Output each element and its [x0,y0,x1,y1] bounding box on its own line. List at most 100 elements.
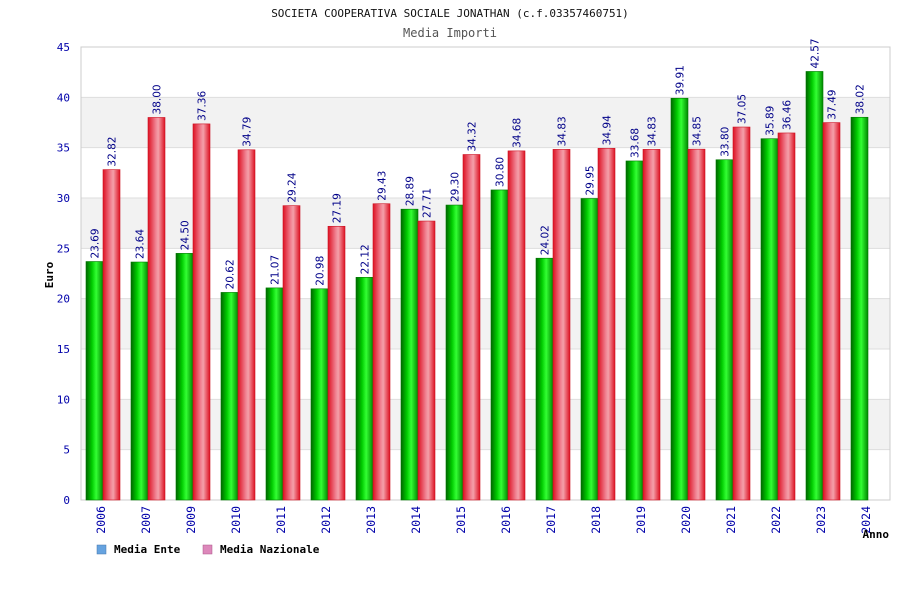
legend-label-media-ente: Media Ente [114,543,181,556]
y-tick-label: 0 [63,494,70,507]
data-label: 34.94 [602,115,614,145]
x-tick-label: 2009 [184,506,198,534]
plot-frame [80,46,891,501]
x-tick-label: 2006 [94,506,108,534]
data-label: 22.12 [360,244,372,274]
data-label: 38.00 [152,84,164,114]
data-label: 34.85 [692,116,704,146]
bar-media-ente [625,160,644,501]
bar-media-nazionale [462,154,481,501]
bar-media-nazionale [102,169,121,501]
data-label: 23.64 [135,229,147,259]
data-label: 34.79 [242,117,254,147]
bar-media-nazionale [372,203,391,501]
y-axis: 0 5 10 15 20 25 30 35 40 45 [57,41,70,507]
legend-swatch-media-ente [96,544,107,555]
y-tick-label: 35 [57,142,70,155]
bar-media-ente [130,261,149,501]
x-tick-label: 2019 [634,506,648,534]
bar-media-nazionale [777,132,796,501]
y-tick-label: 45 [57,41,70,54]
x-tick-label: 2023 [814,506,828,534]
y-tick-label: 20 [57,293,70,306]
plot-band [81,399,890,450]
data-label: 20.62 [225,259,237,289]
y-tick-label: 15 [57,343,70,356]
data-label: 27.19 [332,193,344,223]
x-tick-label: 2007 [139,506,153,534]
bar-media-nazionale [192,123,211,501]
bar-media-ente [805,71,824,501]
bar-media-ente [445,204,464,501]
data-label: 32.82 [107,137,119,167]
x-tick-label: 2010 [229,506,243,534]
x-tick-label: 2021 [724,506,738,534]
data-label: 27.71 [422,188,434,218]
plot-band [81,349,890,400]
plot-band [81,47,890,98]
data-label: 36.46 [782,100,794,130]
plot-band [81,298,890,349]
data-label: 28.89 [405,176,417,206]
data-label: 33.68 [630,128,642,158]
data-label: 29.24 [287,172,299,202]
bar-media-nazionale [597,147,616,501]
data-label: 35.89 [765,106,777,136]
x-tick-label: 2024 [859,506,873,534]
y-tick-label: 10 [57,393,70,406]
legend: Media Ente Media Nazionale [96,543,320,556]
data-label: 24.50 [180,220,192,250]
chart-title: SOCIETA COOPERATIVA SOCIALE JONATHAN (c.… [271,7,629,20]
x-tick-label: 2011 [274,506,288,534]
x-tick-label: 2015 [454,506,468,534]
data-label: 33.80 [720,127,732,157]
bar-media-nazionale [687,148,706,501]
bar-media-ente [310,288,329,501]
plot-band [81,147,890,198]
data-label: 38.02 [855,84,867,114]
bars [85,71,869,501]
x-tick-label: 2020 [679,506,693,534]
data-label: 23.69 [90,228,102,258]
bar-media-nazionale [642,149,661,501]
x-tick-label: 2012 [319,506,333,534]
bar-media-ente [490,189,509,501]
data-label: 42.57 [810,38,822,68]
x-tick-label: 2013 [364,506,378,534]
data-label: 37.49 [827,90,839,120]
y-tick-label: 5 [63,444,70,457]
bar-media-nazionale [822,122,841,501]
x-tick-label: 2018 [589,506,603,534]
data-label: 37.05 [737,94,749,124]
bar-media-nazionale [552,149,571,501]
plot-band [81,198,890,249]
data-label: 34.83 [647,116,659,146]
plot-band [81,248,890,299]
y-tick-label: 30 [57,192,70,205]
x-tick-label: 2017 [544,506,558,534]
plot-bands [81,47,890,500]
legend-label-media-nazionale: Media Nazionale [220,543,320,556]
bar-media-nazionale [417,220,436,501]
data-label: 29.95 [585,165,597,195]
data-label: 20.98 [315,256,327,286]
data-label: 30.80 [495,157,507,187]
data-label: 37.36 [197,91,209,121]
bar-media-ente [400,208,419,501]
bar-media-nazionale [507,150,526,501]
bar-media-ente [265,287,284,501]
y-tick-label: 25 [57,242,70,255]
bar-media-ente [580,198,599,501]
bar-media-ente [670,97,689,501]
bar-media-ente [850,116,869,501]
chart-subtitle: Media Importi [403,26,497,40]
data-label: 39.91 [675,65,687,95]
data-label: 24.02 [540,225,552,255]
bar-media-nazionale [147,117,166,501]
x-tick-label: 2016 [499,506,513,534]
bar-media-ente [220,292,239,501]
x-axis: 2006 2007 2009 2010 2011 2012 2013 2014 2015 2016… [94,506,873,534]
y-tick-label: 40 [57,91,70,104]
bar-media-nazionale [282,205,301,501]
